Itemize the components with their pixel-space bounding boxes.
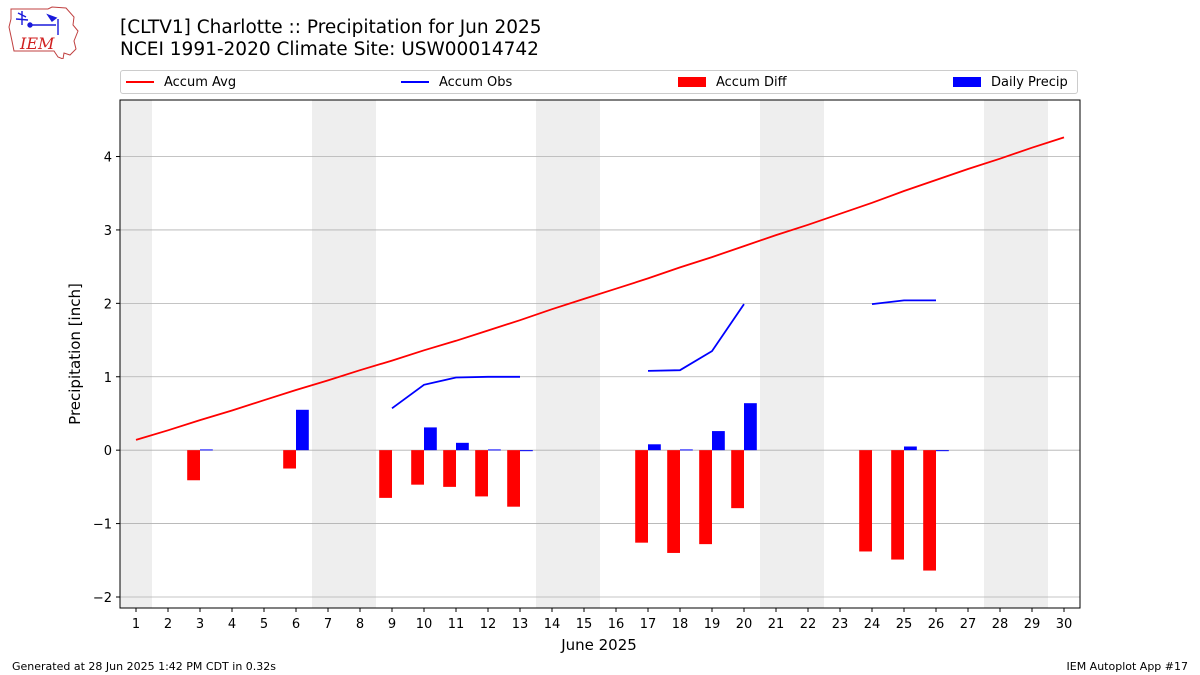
y-tick-label: 1 [104, 371, 112, 386]
weekend-band [792, 100, 824, 608]
daily-precip-bar [296, 409, 309, 451]
legend-label-accum-avg: Accum Avg [164, 74, 237, 90]
x-tick-label: 3 [196, 617, 204, 632]
accum-diff-bar [699, 450, 712, 545]
daily-precip-bar [904, 446, 917, 451]
daily-precip-bar [200, 449, 213, 451]
accum-diff-bar [411, 450, 424, 485]
daily-precip-bar [936, 450, 949, 452]
legend-item-accum-diff: Accum Diff [678, 71, 787, 93]
x-tick-label: 4 [228, 617, 236, 632]
accum-obs-line [871, 299, 936, 305]
y-tick-label: 2 [104, 297, 112, 312]
daily-precip-bar [744, 403, 757, 451]
x-tick-label: 20 [736, 617, 753, 632]
daily-precip-bar [456, 442, 469, 451]
accum-obs-line [391, 375, 520, 410]
accum-diff-bar [443, 450, 456, 487]
x-tick-label: 1 [132, 617, 140, 632]
accum-diff-bar [859, 450, 872, 552]
x-tick-label: 29 [1024, 617, 1041, 632]
x-tick-label: 26 [928, 617, 945, 632]
legend: Accum Avg Accum Obs Accum Diff Daily Pre… [120, 70, 1078, 94]
accum-diff-bar [507, 450, 520, 507]
x-tick-label: 17 [640, 617, 657, 632]
x-tick-label: 13 [512, 617, 529, 632]
x-tick-label: 11 [448, 617, 465, 632]
daily-precip-bar [520, 450, 533, 452]
daily-precip-bar [712, 431, 725, 451]
daily-precip-bar [424, 427, 437, 451]
weekend-band [312, 100, 344, 608]
accum-diff-bar [923, 450, 936, 571]
x-tick-label: 28 [992, 617, 1009, 632]
accum-diff-bar [635, 450, 648, 543]
x-tick-label: 16 [608, 617, 625, 632]
accum-diff-bar [891, 450, 904, 560]
x-tick-label: 6 [292, 617, 300, 632]
x-tick-label: 9 [388, 617, 396, 632]
legend-item-accum-avg: Accum Avg [126, 71, 236, 93]
x-tick-label: 2 [164, 617, 172, 632]
x-axis-label: June 2025 [560, 636, 637, 654]
x-tick-label: 19 [704, 617, 721, 632]
weekend-band [120, 100, 152, 608]
x-tick-label: 22 [800, 617, 817, 632]
accum-diff-bar [379, 450, 392, 498]
footer-generated: Generated at 28 Jun 2025 1:42 PM CDT in … [12, 660, 277, 673]
accum-obs-line [647, 303, 745, 372]
chart-title: [CLTV1] Charlotte :: Precipitation for J… [120, 17, 542, 38]
plot-frame [119, 99, 1081, 609]
iem-logo: IEM [8, 6, 79, 59]
legend-item-daily-precip: Daily Precip [953, 71, 1068, 93]
weekend-band [344, 100, 376, 608]
y-tick-label: 0 [104, 444, 112, 459]
accum-diff-bar [667, 450, 680, 553]
weekend-band [984, 100, 1016, 608]
y-tick-label: −2 [93, 591, 112, 606]
accum-avg-line [135, 136, 1065, 441]
x-tick-label: 30 [1056, 617, 1073, 632]
x-tick-label: 8 [356, 617, 364, 632]
x-tick-label: 18 [672, 617, 689, 632]
legend-swatch-accum-avg [126, 81, 154, 83]
legend-swatch-accum-diff [678, 77, 706, 87]
chart-subtitle: NCEI 1991-2020 Climate Site: USW00014742 [120, 39, 539, 60]
weekend-band [568, 100, 600, 608]
x-tick-label: 12 [480, 617, 497, 632]
x-tick-label: 23 [832, 617, 849, 632]
x-tick-label: 25 [896, 617, 913, 632]
legend-label-accum-diff: Accum Diff [716, 74, 787, 90]
y-axis-label: Precipitation [inch] [66, 283, 84, 425]
accum-diff-bar [283, 450, 296, 469]
x-tick-label: 27 [960, 617, 977, 632]
legend-swatch-daily-precip [953, 77, 981, 87]
legend-swatch-accum-obs [401, 81, 429, 83]
logo-text: IEM [19, 34, 55, 53]
x-tick-label: 15 [576, 617, 593, 632]
legend-label-accum-obs: Accum Obs [439, 74, 513, 90]
weekend-band [536, 100, 568, 608]
accum-diff-bar [187, 450, 200, 481]
x-tick-label: 14 [544, 617, 561, 632]
daily-precip-bar [648, 444, 661, 451]
y-tick-label: 3 [104, 224, 112, 239]
y-tick-label: −1 [93, 518, 112, 533]
accum-diff-bar [731, 450, 744, 509]
x-tick-label: 5 [260, 617, 268, 632]
x-tick-label: 10 [416, 617, 433, 632]
weekend-band [760, 100, 792, 608]
legend-label-daily-precip: Daily Precip [991, 74, 1068, 90]
footer-app-id: IEM Autoplot App #17 [1066, 660, 1189, 673]
x-tick-label: 24 [864, 617, 881, 632]
x-tick-label: 21 [768, 617, 785, 632]
daily-precip-bar [680, 449, 693, 451]
y-tick-label: 4 [104, 151, 112, 166]
legend-item-accum-obs: Accum Obs [401, 71, 512, 93]
weekend-band [1016, 100, 1048, 608]
daily-precip-bar [488, 449, 501, 451]
accum-diff-bar [475, 450, 488, 497]
x-tick-label: 7 [324, 617, 332, 632]
